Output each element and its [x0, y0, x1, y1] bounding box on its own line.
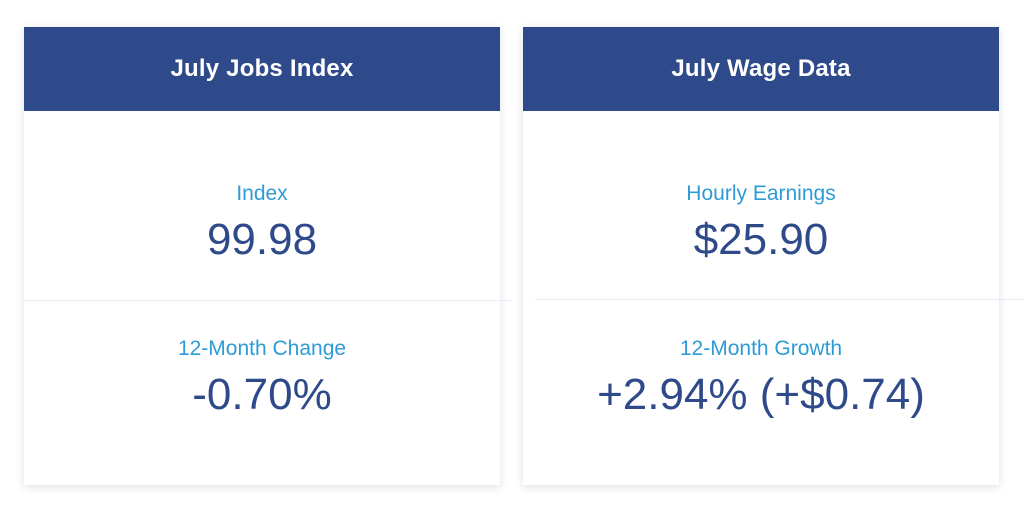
growth-stat: 12-Month Growth +2.94% (+$0.74)	[523, 336, 999, 420]
wage-card-divider	[535, 299, 1024, 300]
jobs-card-divider	[24, 300, 512, 301]
wage-card-title: July Wage Data	[523, 27, 999, 111]
earnings-stat: Hourly Earnings $25.90	[523, 181, 999, 265]
wage-data-card: July Wage Data Hourly Earnings $25.90 12…	[523, 27, 999, 485]
index-label: Index	[236, 182, 288, 205]
earnings-value: $25.90	[693, 215, 829, 264]
change-value: -0.70%	[192, 370, 332, 419]
index-stat: Index 99.98	[24, 181, 500, 265]
growth-label: 12-Month Growth	[679, 337, 843, 360]
earnings-label: Hourly Earnings	[686, 182, 836, 205]
index-value: 99.98	[206, 215, 318, 264]
growth-value: +2.94% (+$0.74)	[597, 370, 925, 419]
change-label: 12-Month Change	[177, 337, 347, 360]
jobs-card-title: July Jobs Index	[24, 27, 500, 111]
jobs-index-card: July Jobs Index Index 99.98 12-Month Cha…	[24, 27, 500, 485]
change-stat: 12-Month Change -0.70%	[24, 336, 500, 420]
